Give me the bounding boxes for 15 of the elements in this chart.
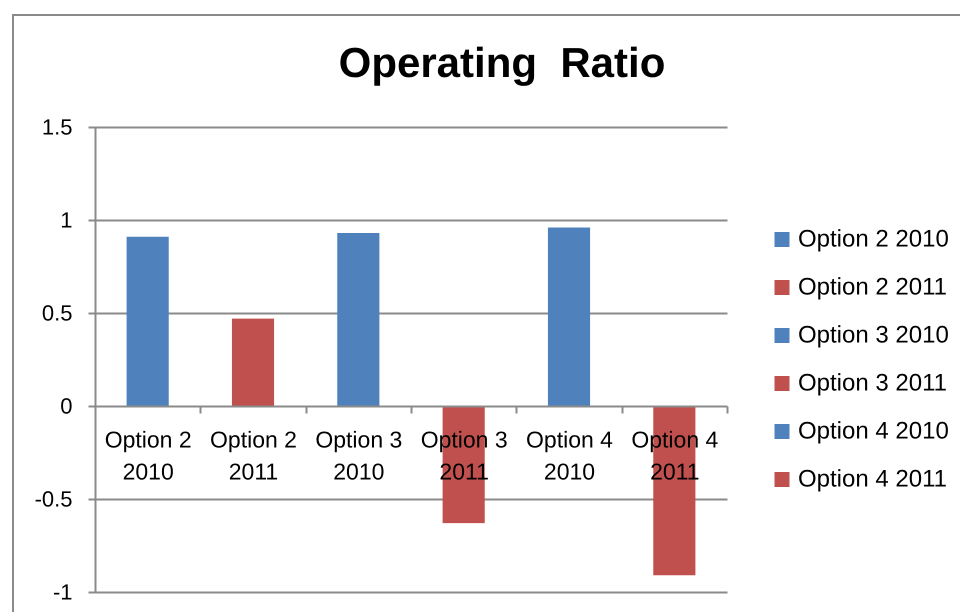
y-tick-label: -1 — [52, 580, 72, 604]
y-tick-label: 0.5 — [42, 300, 72, 326]
legend-label: Option 3 2011 — [798, 370, 948, 396]
y-tick-label: 1.5 — [42, 114, 72, 140]
x-tick-label: Option 2 2011 — [210, 426, 297, 484]
x-tick-label: Option 4 2010 — [526, 426, 614, 484]
y-tick-label: 1 — [60, 208, 72, 232]
y-tick-label: 0 — [60, 394, 72, 418]
x-tick-label: Option 2 2010 — [104, 426, 192, 484]
y-tick-label: -0.5 — [34, 486, 72, 512]
x-tick-label: Option 3 2010 — [315, 426, 402, 484]
legend-label: Option 2 2011 — [798, 274, 948, 300]
legend-label: Option 3 2010 — [798, 322, 949, 348]
legend-label: Option 2 2010 — [798, 226, 949, 252]
chart-title: Operating Ratio — [338, 39, 666, 86]
